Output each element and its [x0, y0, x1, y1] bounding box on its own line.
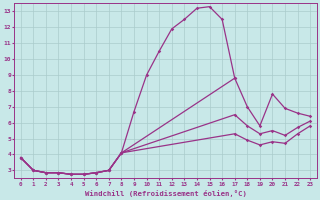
- X-axis label: Windchill (Refroidissement éolien,°C): Windchill (Refroidissement éolien,°C): [84, 190, 246, 197]
